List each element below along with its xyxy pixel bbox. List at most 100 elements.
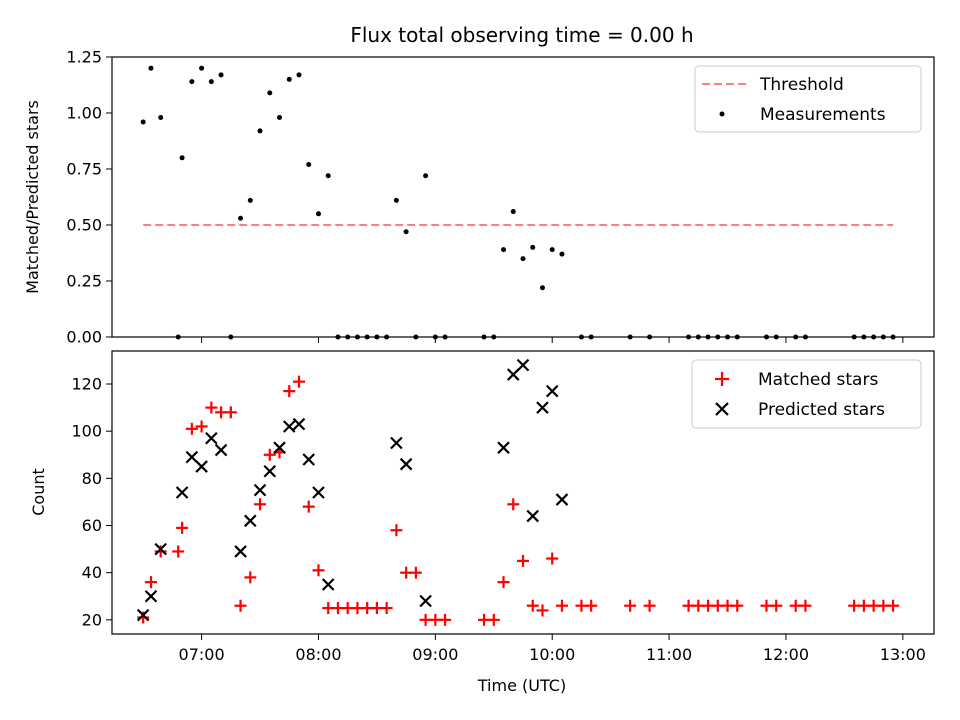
measurement-point [189,79,195,85]
matched-star-point [137,611,150,624]
matched-star-point [302,500,315,513]
matched-star-point [244,571,257,584]
bottom-panel: 20 40 60 80 100 120 07:00 08:00 09:00 10:00 11:00… [29,350,935,695]
predicted-star-point [273,441,286,454]
predicted-star-point [292,417,306,431]
measurement-point [510,209,516,215]
bottom-y-tick-label: 20 [82,610,102,629]
matched-star-point [172,545,185,558]
top-y-tick-label: 0.50 [66,216,102,235]
matched-star-point [439,613,452,626]
predicted-star-point [545,384,559,398]
bottom-x-ticks: 07:00 08:00 09:00 10:00 11:00 12:00 13:00 [179,634,926,664]
legend-predicted-label: Predicted stars [758,400,885,420]
matched-star-point [283,385,296,398]
predicted-star-point [136,608,150,622]
predicted-star-point [497,441,510,454]
predicted-star-point [312,486,325,499]
top-y-tick-label: 1.25 [66,48,102,67]
legend-matched-swatch [715,372,729,386]
predicted-stars-series [136,358,569,622]
predicted-star-point [205,431,218,445]
matched-star-point [205,401,218,414]
matched-star-point [731,599,744,612]
measurement-point [530,244,536,250]
legend-measurements-swatch [719,111,725,117]
x-tick-label: 11:00 [646,645,692,664]
predicted-star-point [302,453,316,466]
measurement-point [148,65,154,71]
bottom-y-ticks: 20 40 60 80 100 120 [71,375,112,629]
measurement-point [267,90,273,96]
predicted-star-point [516,358,530,372]
matched-star-point [585,599,598,612]
measurement-point [539,285,545,291]
matched-star-point [624,599,637,612]
matched-star-point [144,576,157,589]
measurement-point [179,155,185,161]
bottom-y-tick-label: 80 [82,469,102,488]
top-panel: 0.00 0.25 0.50 0.75 1.00 1.25 Matched/Predict… [23,48,935,347]
matched-star-point [770,599,783,612]
bottom-y-axis-label: Count [29,468,48,516]
x-tick-label: 07:00 [179,645,225,664]
matched-star-point [195,420,208,433]
matched-star-point [234,599,247,612]
matched-star-point [224,406,237,419]
measurement-point [325,173,331,179]
measurement-point [218,72,224,78]
top-legend-box [694,65,922,133]
predicted-star-point [555,493,569,506]
x-axis-label: Time (UTC) [477,676,566,695]
predicted-star-point [175,486,189,499]
matched-star-point [546,552,559,565]
predicted-star-point [506,368,520,381]
matched-star-point [292,375,305,388]
matched-star-point [263,448,276,461]
predicted-star-point [536,401,549,414]
predicted-star-point [195,460,208,473]
matched-star-point [487,613,500,626]
measurement-point [549,247,555,253]
matched-star-point [380,602,393,615]
measurement-point [393,197,399,203]
matched-star-point [555,599,568,612]
measurement-point [296,72,302,78]
measurement-point [559,251,565,257]
top-y-tick-label: 0.00 [66,328,102,347]
bottom-legend: Matched stars Predicted stars [691,359,922,429]
predicted-star-point [244,514,257,528]
matched-star-point [154,545,167,558]
measurement-point [306,162,312,168]
matched-star-point [409,566,422,579]
predicted-star-point [185,450,199,464]
predicted-star-point [321,578,335,591]
measurement-point [140,119,146,125]
matched-star-point [799,599,812,612]
x-tick-label: 12:00 [763,645,809,664]
matched-star-point [536,604,549,617]
measurement-point [520,256,526,262]
top-y-axis-label: Matched/Predicted stars [23,100,42,294]
legend-matched-label: Matched stars [758,370,878,390]
predicted-star-point [282,420,296,433]
matched-star-point [312,564,325,577]
measurement-point [208,79,214,85]
measurement-point [286,76,292,82]
measurement-point [199,65,205,71]
predicted-star-point [214,443,228,457]
matched-star-point [254,498,267,511]
measurement-point [257,128,263,134]
measurement-point [501,247,507,253]
matched-star-point [507,498,520,511]
top-y-ticks: 0.00 0.25 0.50 0.75 1.00 1.25 [66,48,112,347]
matched-star-point [390,524,403,537]
predicted-star-point [419,594,432,608]
bottom-y-tick-label: 120 [71,375,102,394]
top-y-tick-label: 0.75 [66,160,102,179]
predicted-star-point [390,436,403,450]
bottom-axes-frame [111,350,935,635]
bottom-y-tick-label: 60 [82,516,102,535]
x-tick-label: 09:00 [412,645,458,664]
